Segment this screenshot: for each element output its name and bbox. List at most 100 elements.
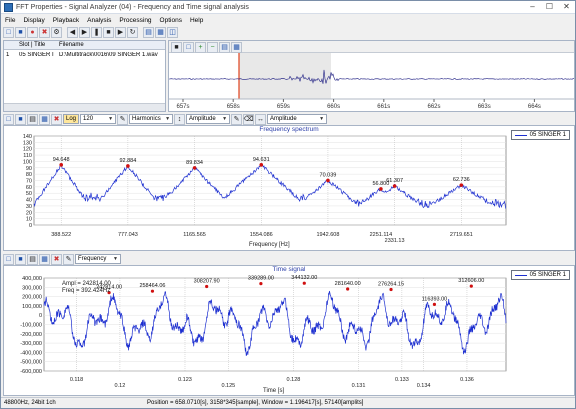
chevron-down-icon: ▼ [222,116,228,122]
y-axis-value: Amplitude [189,116,216,122]
fast-forward-icon[interactable]: ▶ [115,27,126,38]
print-icon[interactable]: ▤ [27,113,38,125]
layout-icon[interactable]: ▤ [143,27,154,38]
fit-icon[interactable]: □ [183,42,194,53]
time-y-tick-label: 200,000 [22,295,42,301]
clear-icon[interactable]: ✖ [51,113,62,125]
menu-file[interactable]: File [5,17,16,24]
pencil-icon[interactable]: ✎ [63,253,74,265]
legend-series-name: 05 SINGER 1 [529,132,566,138]
spectrum-peak-marker [326,178,330,183]
app-icon [4,2,13,12]
spectrum-y-tick-label: 130 [23,140,32,146]
menu-display[interactable]: Display [23,17,45,24]
close-button[interactable]: ✕ [563,2,570,11]
time-chart[interactable]: 400,000 300,000 200,000 100,000 0 -100,000 -20… [4,266,574,395]
column-filename[interactable]: Filename [59,42,84,48]
spectrum-chart[interactable]: 1401301201101009080706050403020100388.52… [4,126,574,250]
time-peak-label: 339289.00 [248,276,274,282]
zoom-in-icon[interactable]: + [195,42,206,53]
open-file-icon[interactable]: □ [3,27,14,38]
y-axis-select-2[interactable]: Amplitude ▼ [267,114,328,124]
record-icon[interactable]: ● [27,27,38,38]
time-x-axis-label: Time [s] [263,388,285,394]
zoom-out-icon[interactable]: − [207,42,218,53]
status-format: 48800Hz, 24bit 1ch [4,400,56,406]
chart-settings-icon[interactable]: ▦ [39,253,50,265]
log-scale-toggle[interactable]: Log [63,114,80,124]
time-y-tick-label: 0 [39,313,42,319]
overview-selection [239,53,331,99]
time-x-tick-label: 0.125 [221,383,235,389]
eraser-icon[interactable]: ⌫ [243,113,255,125]
save-icon[interactable]: ■ [15,27,26,38]
pencil-icon[interactable]: ✎ [117,113,129,125]
time-legend: 05 SINGER 1 [510,270,570,280]
save-chart-icon[interactable]: ■ [15,253,26,265]
stop-icon[interactable]: ■ [103,27,114,38]
menu-help[interactable]: Help [189,17,204,24]
rewind-icon[interactable]: ◀ [67,27,78,38]
settings-icon[interactable]: ⚙ [51,27,62,38]
overview-tick-label: 659s [277,104,290,110]
time-peak-marker [302,281,306,285]
copy-icon[interactable]: □ [3,253,14,265]
playlist-row[interactable]: 1 05 SINGER I D:\Multitrack\0016\09 SING… [4,50,165,59]
spectrum-y-tick-label: 90 [26,166,32,172]
menu-analysis[interactable]: Analysis [87,17,112,24]
menu-options[interactable]: Options [159,17,182,24]
save-chart-icon[interactable]: ■ [15,113,26,125]
spectrum-x-tick-label: 1165.565 [183,232,206,238]
time-y-tick-label: 300,000 [22,285,42,291]
status-bar: 48800Hz, 24bit 1ch Position = 658.0710[s… [1,397,575,408]
print-icon[interactable]: ▤ [27,253,38,265]
clear-icon[interactable]: ✖ [51,253,62,265]
stop-record-icon[interactable]: ✖ [39,27,50,38]
time-y-tick-label: -500,000 [20,360,42,366]
playlist-scrollbar[interactable] [4,103,165,111]
marker-icon[interactable]: ▦ [231,42,242,53]
x-axis-icon[interactable]: ↔ [255,113,267,125]
spectrum-y-tick-label: 120 [23,147,32,153]
zoom-icon[interactable]: ■ [171,42,182,53]
split-view-icon[interactable]: ◫ [167,27,178,38]
menu-playback[interactable]: Playback [52,17,80,24]
spectrum-peak-marker [392,184,397,188]
time-peak-label: 116393.00 [422,296,448,302]
overview-tick-label: 664s [528,104,541,110]
mode-select[interactable]: Harmonics ▼ [129,114,174,124]
play-icon[interactable]: ▶ [79,27,90,38]
minimize-button[interactable]: – [530,2,535,11]
window-layout-icon[interactable]: ▦ [155,27,166,38]
time-y-tick-label: -600,000 [20,369,42,375]
spectrum-title: Frequency spectrum [259,126,319,133]
pen-icon[interactable]: ✎ [231,113,243,125]
spectrum-peak-marker [192,166,197,170]
time-info-box: Ampl = 242814.00 Freq = 392.424Hz [62,281,111,295]
time-peak-marker [346,287,350,291]
spectrum-cursor-label: 2251.114 [370,232,393,238]
title-bar: FFT Properties - Signal Analyzer (04) - … [1,1,575,14]
overview-toolbar: ■ □ + − ▤ ▦ [169,41,574,53]
waveform-overview[interactable]: ■ □ + − ▤ ▦ 657s 658s 659s 660s 661s 662s 663s… [168,40,575,112]
time-x-tick-label: 0.118 [70,377,83,383]
spectrum-peak-marker [126,164,130,168]
spectrum-toolbar: □ ■ ▤ ▦ ✖ Log 120 ▼ ✎ Harmonics ▼ ↕ Amplit… [3,113,328,125]
pause-icon[interactable]: ❚ [91,27,102,38]
fft-size-select[interactable]: 120 ▼ [80,114,117,124]
y-axis-select[interactable]: Amplitude ▼ [186,114,231,124]
maximize-button[interactable]: ☐ [545,2,554,11]
overview-waveform[interactable]: 657s 658s 659s 660s 661s 662s 663s 664s [169,53,574,111]
chart-settings-icon[interactable]: ▦ [39,113,50,125]
select-icon[interactable]: ▤ [219,42,230,53]
loop-icon[interactable]: ↻ [127,27,138,38]
spectrum-panel[interactable]: Frequency spectrum 140 130 120 110 100 90 80 70… [3,125,575,251]
playlist-panel: Slot | Title Filename 1 05 SINGER I D:\M… [3,40,166,112]
axis-icon[interactable]: ↕ [174,113,186,125]
copy-icon[interactable]: □ [3,113,14,125]
column-title[interactable]: Slot | Title [19,42,46,48]
time-panel[interactable]: Time signal 400,000 300,000 200,000 100,000… [3,265,575,396]
time-mode-select[interactable]: Frequency ▼ [75,254,121,264]
menu-processing[interactable]: Processing [119,17,152,24]
